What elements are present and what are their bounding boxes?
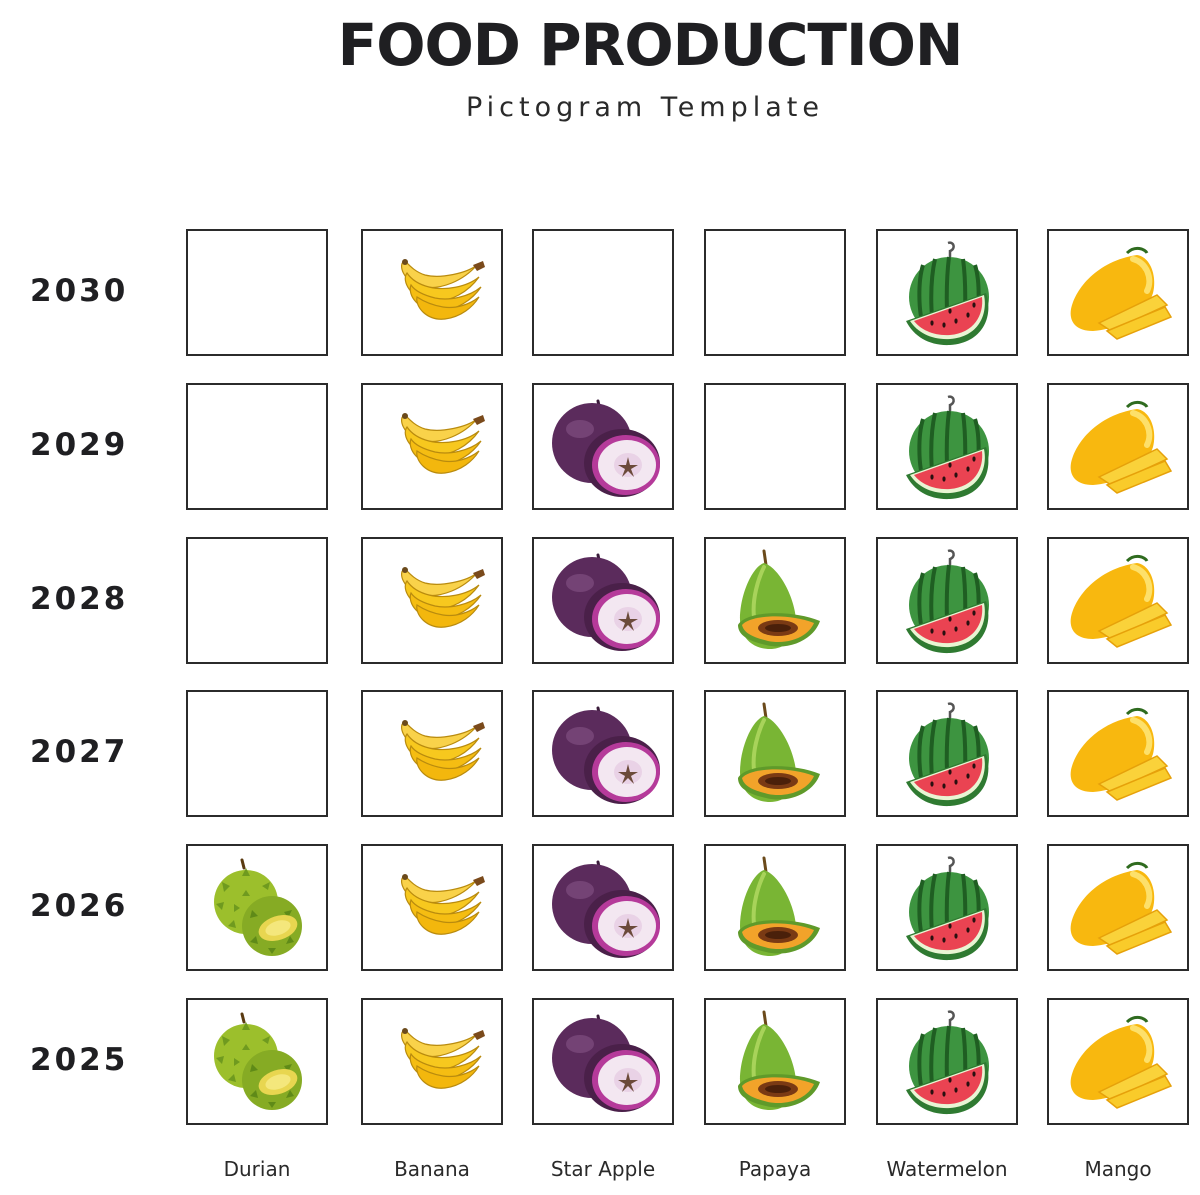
papaya-icon (738, 702, 820, 802)
banana-icon (401, 567, 485, 628)
cell-banana-2030 (361, 229, 503, 356)
cell-banana-2025 (361, 998, 503, 1125)
cell-banana-2027 (361, 690, 503, 817)
watermelon-icon (906, 395, 989, 500)
cell-watermelon-2025 (876, 998, 1018, 1125)
star-apple-icon (552, 399, 660, 497)
year-label-2030: 2030 (30, 273, 129, 309)
year-label-2027: 2027 (30, 734, 129, 770)
category-label-papaya: Papaya (738, 1157, 812, 1181)
durian-icon (214, 858, 302, 956)
cell-watermelon-2027 (876, 690, 1018, 817)
papaya-icon (738, 549, 820, 649)
cell-papaya-2026 (704, 844, 846, 971)
cell-papaya-2030 (704, 229, 846, 356)
cell-durian-2025 (186, 998, 328, 1125)
durian-icon (214, 1012, 302, 1110)
cell-durian-2028 (186, 537, 328, 664)
cell-banana-2028 (361, 537, 503, 664)
cell-mango-2025 (1047, 998, 1189, 1125)
cell-watermelon-2029 (876, 383, 1018, 510)
banana-icon (401, 1028, 485, 1089)
year-label-2025: 2025 (30, 1042, 129, 1078)
mango-icon (1070, 554, 1173, 648)
cell-mango-2030 (1047, 229, 1189, 356)
cell-mango-2026 (1047, 844, 1189, 971)
cell-star-apple-2027 (532, 690, 674, 817)
cell-durian-2026 (186, 844, 328, 971)
category-label-star-apple: Star Apple (550, 1157, 656, 1181)
star-apple-icon (552, 553, 660, 651)
mango-icon (1070, 707, 1173, 801)
cell-watermelon-2030 (876, 229, 1018, 356)
category-label-durian: Durian (223, 1157, 291, 1181)
star-apple-icon (552, 860, 660, 958)
cell-star-apple-2026 (532, 844, 674, 971)
cell-watermelon-2028 (876, 537, 1018, 664)
papaya-icon (738, 856, 820, 956)
cell-durian-2029 (186, 383, 328, 510)
watermelon-icon (906, 856, 989, 961)
banana-icon (401, 413, 485, 474)
year-label-2029: 2029 (30, 427, 129, 463)
cell-star-apple-2030 (532, 229, 674, 356)
banana-icon (401, 874, 485, 935)
chart-title: FOOD PRODUCTION (337, 11, 964, 79)
cell-mango-2027 (1047, 690, 1189, 817)
mango-icon (1070, 246, 1173, 340)
cell-star-apple-2028 (532, 537, 674, 664)
watermelon-icon (906, 702, 989, 807)
cell-papaya-2025 (704, 998, 846, 1125)
cell-star-apple-2029 (532, 383, 674, 510)
category-label-banana: Banana (394, 1157, 470, 1181)
cell-durian-2027 (186, 690, 328, 817)
cell-papaya-2029 (704, 383, 846, 510)
cell-mango-2028 (1047, 537, 1189, 664)
category-label-mango: Mango (1084, 1157, 1152, 1181)
watermelon-icon (906, 241, 989, 346)
papaya-icon (738, 1010, 820, 1110)
star-apple-icon (552, 1014, 660, 1112)
cell-mango-2029 (1047, 383, 1189, 510)
year-label-2026: 2026 (30, 888, 129, 924)
cell-papaya-2027 (704, 690, 846, 817)
mango-icon (1070, 861, 1173, 955)
cell-durian-2030 (186, 229, 328, 356)
cell-watermelon-2026 (876, 844, 1018, 971)
cell-banana-2029 (361, 383, 503, 510)
cell-banana-2026 (361, 844, 503, 971)
category-label-watermelon: Watermelon (886, 1157, 1008, 1181)
watermelon-icon (906, 1010, 989, 1115)
mango-icon (1070, 1015, 1173, 1109)
chart-subtitle: Pictogram Template (465, 92, 824, 123)
cell-papaya-2028 (704, 537, 846, 664)
cell-star-apple-2025 (532, 998, 674, 1125)
banana-icon (401, 259, 485, 320)
mango-icon (1070, 400, 1173, 494)
year-label-2028: 2028 (30, 581, 129, 617)
banana-icon (401, 720, 485, 781)
watermelon-icon (906, 549, 989, 654)
star-apple-icon (552, 706, 660, 804)
